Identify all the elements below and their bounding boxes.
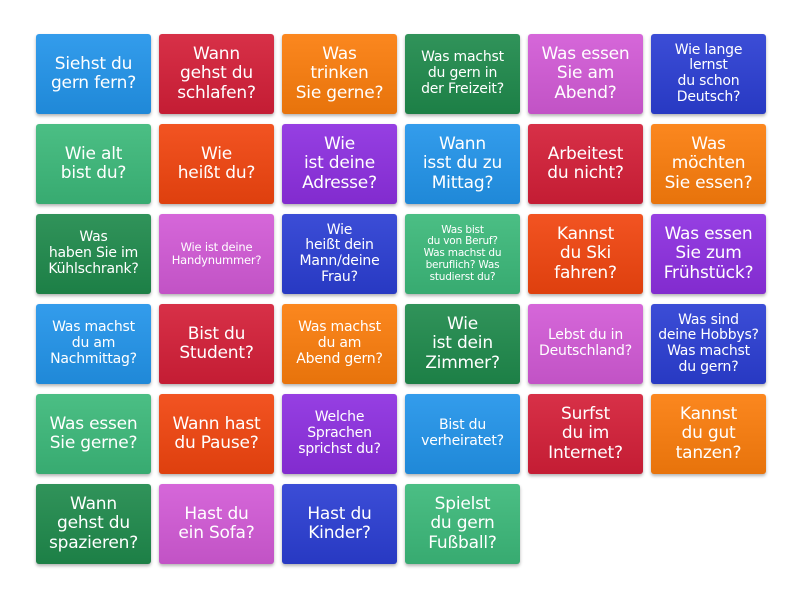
- card[interactable]: Was essen Sie gerne?: [36, 394, 151, 474]
- card[interactable]: Bist du verheiratet?: [405, 394, 520, 474]
- card[interactable]: Wie alt bist du?: [36, 124, 151, 204]
- card[interactable]: Wann gehst du schlafen?: [159, 34, 274, 114]
- card[interactable]: Wann isst du zu Mittag?: [405, 124, 520, 204]
- card[interactable]: Wie ist deine Handynummer?: [159, 214, 274, 294]
- card[interactable]: Was essen Sie am Abend?: [528, 34, 643, 114]
- card[interactable]: Wann hast du Pause?: [159, 394, 274, 474]
- card[interactable]: Spielst du gern Fußball?: [405, 484, 520, 564]
- card[interactable]: Was haben Sie im Kühlschrank?: [36, 214, 151, 294]
- card[interactable]: Was trinken Sie gerne?: [282, 34, 397, 114]
- card[interactable]: Wie ist dein Zimmer?: [405, 304, 520, 384]
- card[interactable]: Kannst du Ski fahren?: [528, 214, 643, 294]
- card[interactable]: Lebst du in Deutschland?: [528, 304, 643, 384]
- card[interactable]: Was sind deine Hobbys? Was machst du ger…: [651, 304, 766, 384]
- card[interactable]: Bist du Student?: [159, 304, 274, 384]
- card[interactable]: Was möchten Sie essen?: [651, 124, 766, 204]
- card[interactable]: Siehst du gern fern?: [36, 34, 151, 114]
- card[interactable]: Wie lange lernst du schon Deutsch?: [651, 34, 766, 114]
- card[interactable]: Was machst du am Nachmittag?: [36, 304, 151, 384]
- card[interactable]: Kannst du gut tanzen?: [651, 394, 766, 474]
- card[interactable]: Wann gehst du spazieren?: [36, 484, 151, 564]
- card[interactable]: Wie heißt du?: [159, 124, 274, 204]
- card[interactable]: Was essen Sie zum Frühstück?: [651, 214, 766, 294]
- card[interactable]: Welche Sprachen sprichst du?: [282, 394, 397, 474]
- card[interactable]: Was machst du gern in der Freizeit?: [405, 34, 520, 114]
- card[interactable]: Surfst du im Internet?: [528, 394, 643, 474]
- card[interactable]: Arbeitest du nicht?: [528, 124, 643, 204]
- card[interactable]: Hast du Kinder?: [282, 484, 397, 564]
- card[interactable]: Wie ist deine Adresse?: [282, 124, 397, 204]
- card[interactable]: Was machst du am Abend gern?: [282, 304, 397, 384]
- card-grid: Siehst du gern fern? Wann gehst du schlaf…: [36, 34, 766, 564]
- card[interactable]: Hast du ein Sofa?: [159, 484, 274, 564]
- card[interactable]: Wie heißt dein Mann/deine Frau?: [282, 214, 397, 294]
- card[interactable]: Was bist du von Beruf? Was machst du ber…: [405, 214, 520, 294]
